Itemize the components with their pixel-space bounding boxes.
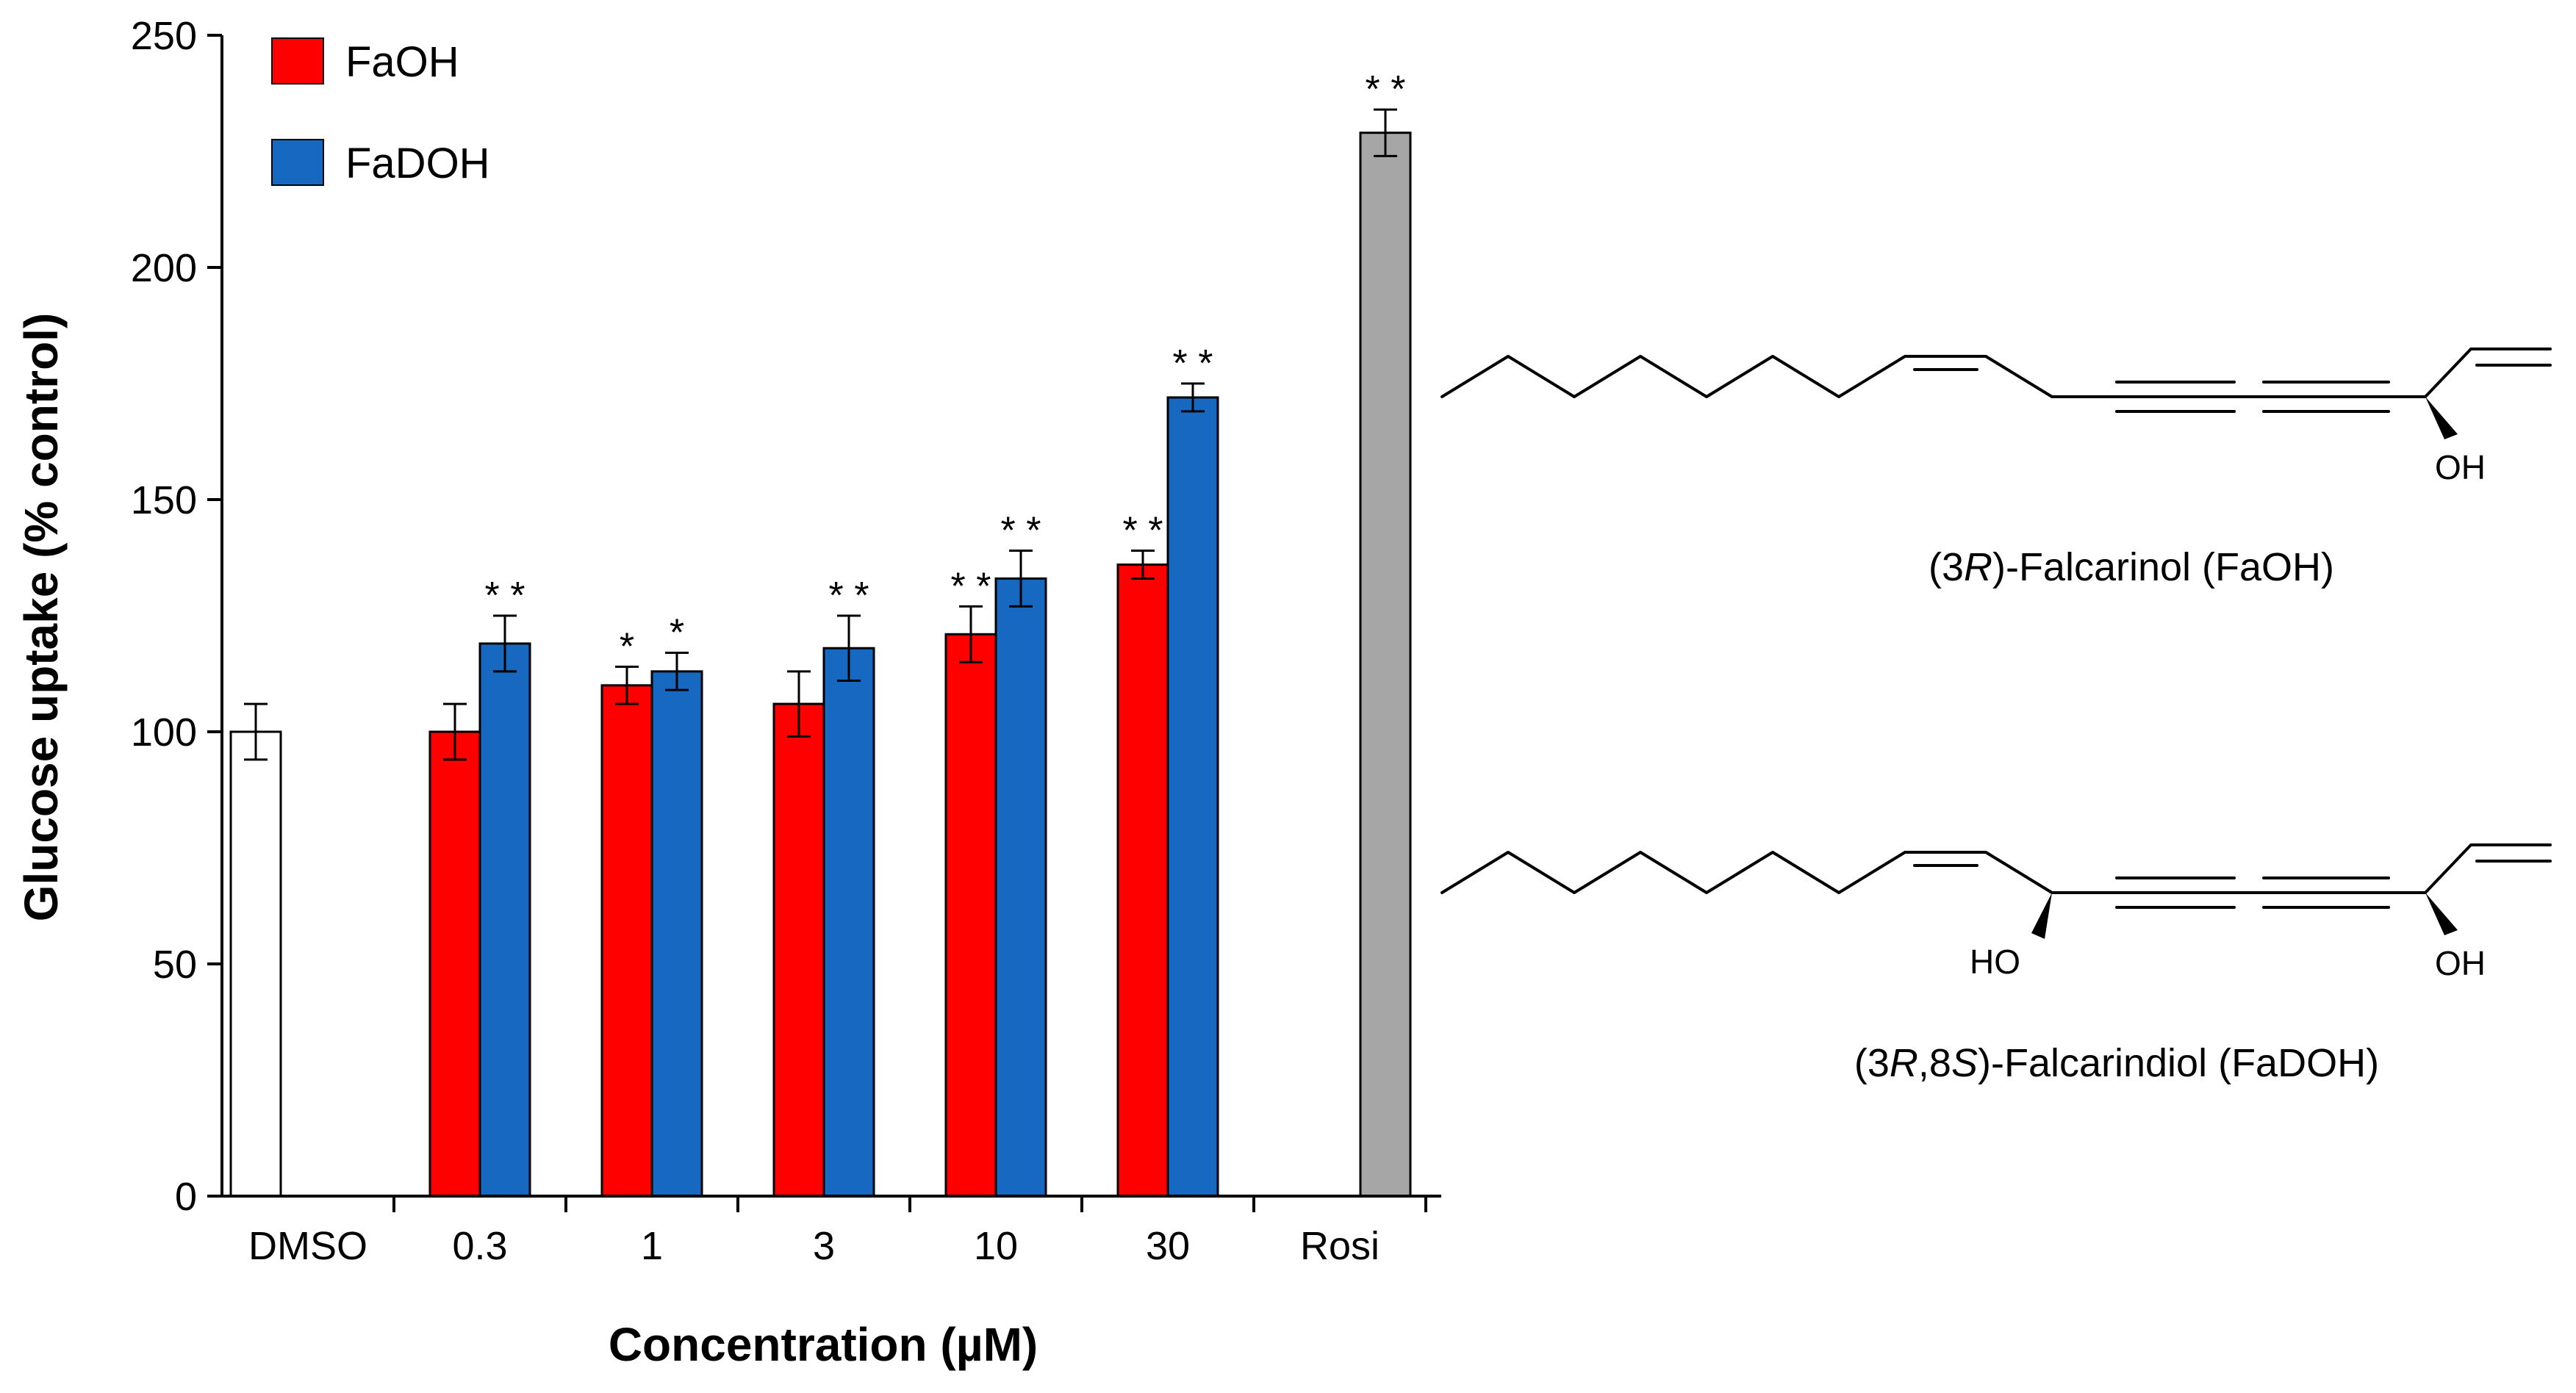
x-tick-label: Rosi <box>1300 1224 1380 1268</box>
x-tick-label: 10 <box>974 1224 1018 1268</box>
falcarindiol-vinyl <box>2424 843 2552 894</box>
falcarinol-vinyl <box>2424 348 2552 398</box>
significance-marker: * * <box>1173 342 1213 385</box>
x-tick-label: 30 <box>1146 1224 1190 1268</box>
y-tick-label: 50 <box>153 943 197 987</box>
falcarinol-oh-label: OH <box>2435 448 2486 486</box>
y-tick-label: 200 <box>131 246 197 290</box>
legend-label-faoh: FaOH <box>345 38 459 86</box>
structure-falcarindiol: HO OH (3R,8S)-Falcarindiol (FaDOH) <box>1441 843 2552 1085</box>
legend-swatch-faoh <box>271 37 324 84</box>
significance-marker: * <box>620 626 634 669</box>
y-tick-label: 250 <box>131 14 197 58</box>
falcarindiol-ho-label: HO <box>1970 943 2020 981</box>
significance-marker: * * <box>1366 68 1406 111</box>
x-tick-label: 3 <box>813 1224 835 1268</box>
bar-fadoh <box>994 577 1047 1198</box>
bar-faoh <box>1116 563 1169 1198</box>
falcarindiol-oh-label: OH <box>2435 944 2486 982</box>
bars <box>229 132 1412 1198</box>
bar-fadoh <box>1166 396 1219 1198</box>
y-axis-ticks: 0 50 100 150 200 250 <box>131 14 222 1219</box>
bar-faoh <box>428 730 481 1198</box>
y-tick-label: 100 <box>131 710 197 755</box>
falcarinol-name: (3R)-Falcarinol (FaOH) <box>1929 545 2334 589</box>
significance-marker: * * <box>951 565 991 608</box>
bar-faoh <box>944 633 997 1198</box>
y-tick-label: 150 <box>131 478 197 522</box>
significance-markers: * *** ** ** *** ** ** * <box>485 68 1406 668</box>
x-tick-label: 1 <box>641 1224 663 1268</box>
bar-faoh <box>600 684 653 1198</box>
bar-chart: Glucose uptake (% control) Concentration… <box>15 14 1441 1371</box>
bar-fadoh <box>822 647 875 1198</box>
significance-marker: * * <box>1001 510 1041 552</box>
falcarindiol-wedge-bond-left <box>2031 893 2052 939</box>
significance-marker: * <box>670 612 684 655</box>
structure-falcarinol: OH (3R)-Falcarinol (FaOH) <box>1441 348 2552 589</box>
bar-faoh <box>772 702 825 1198</box>
falcarinol-wedge-bond <box>2425 397 2458 439</box>
y-axis-title: Glucose uptake (% control) <box>15 313 68 922</box>
x-tick-label: DMSO <box>248 1224 367 1268</box>
bar-fadoh <box>650 670 703 1198</box>
falcarindiol-wedge-bond-right <box>2425 893 2458 935</box>
x-axis-title: Concentration (µM) <box>609 1318 1038 1371</box>
bar-fadoh <box>478 642 531 1198</box>
error-bars <box>244 108 1397 761</box>
falcarindiol-name: (3R,8S)-Falcarindiol (FaDOH) <box>1854 1041 2379 1085</box>
x-axis-categories: DMSO 0.3 1 3 10 30 Rosi <box>248 1196 1427 1268</box>
y-tick-label: 0 <box>175 1175 197 1219</box>
legend-label-fadoh: FaDOH <box>345 140 490 187</box>
significance-marker: * * <box>829 575 869 617</box>
x-tick-label: 0.3 <box>452 1224 507 1268</box>
bar-rosi <box>1359 132 1412 1198</box>
significance-marker: * * <box>1123 510 1163 552</box>
falcarindiol-alkyl-chain <box>1441 851 2118 894</box>
legend: FaOH FaDOH <box>271 37 490 187</box>
significance-marker: * * <box>485 575 525 617</box>
bar-dmso <box>229 730 282 1198</box>
legend-swatch-fadoh <box>271 139 324 186</box>
falcarinol-alkyl-chain <box>1441 355 2118 398</box>
